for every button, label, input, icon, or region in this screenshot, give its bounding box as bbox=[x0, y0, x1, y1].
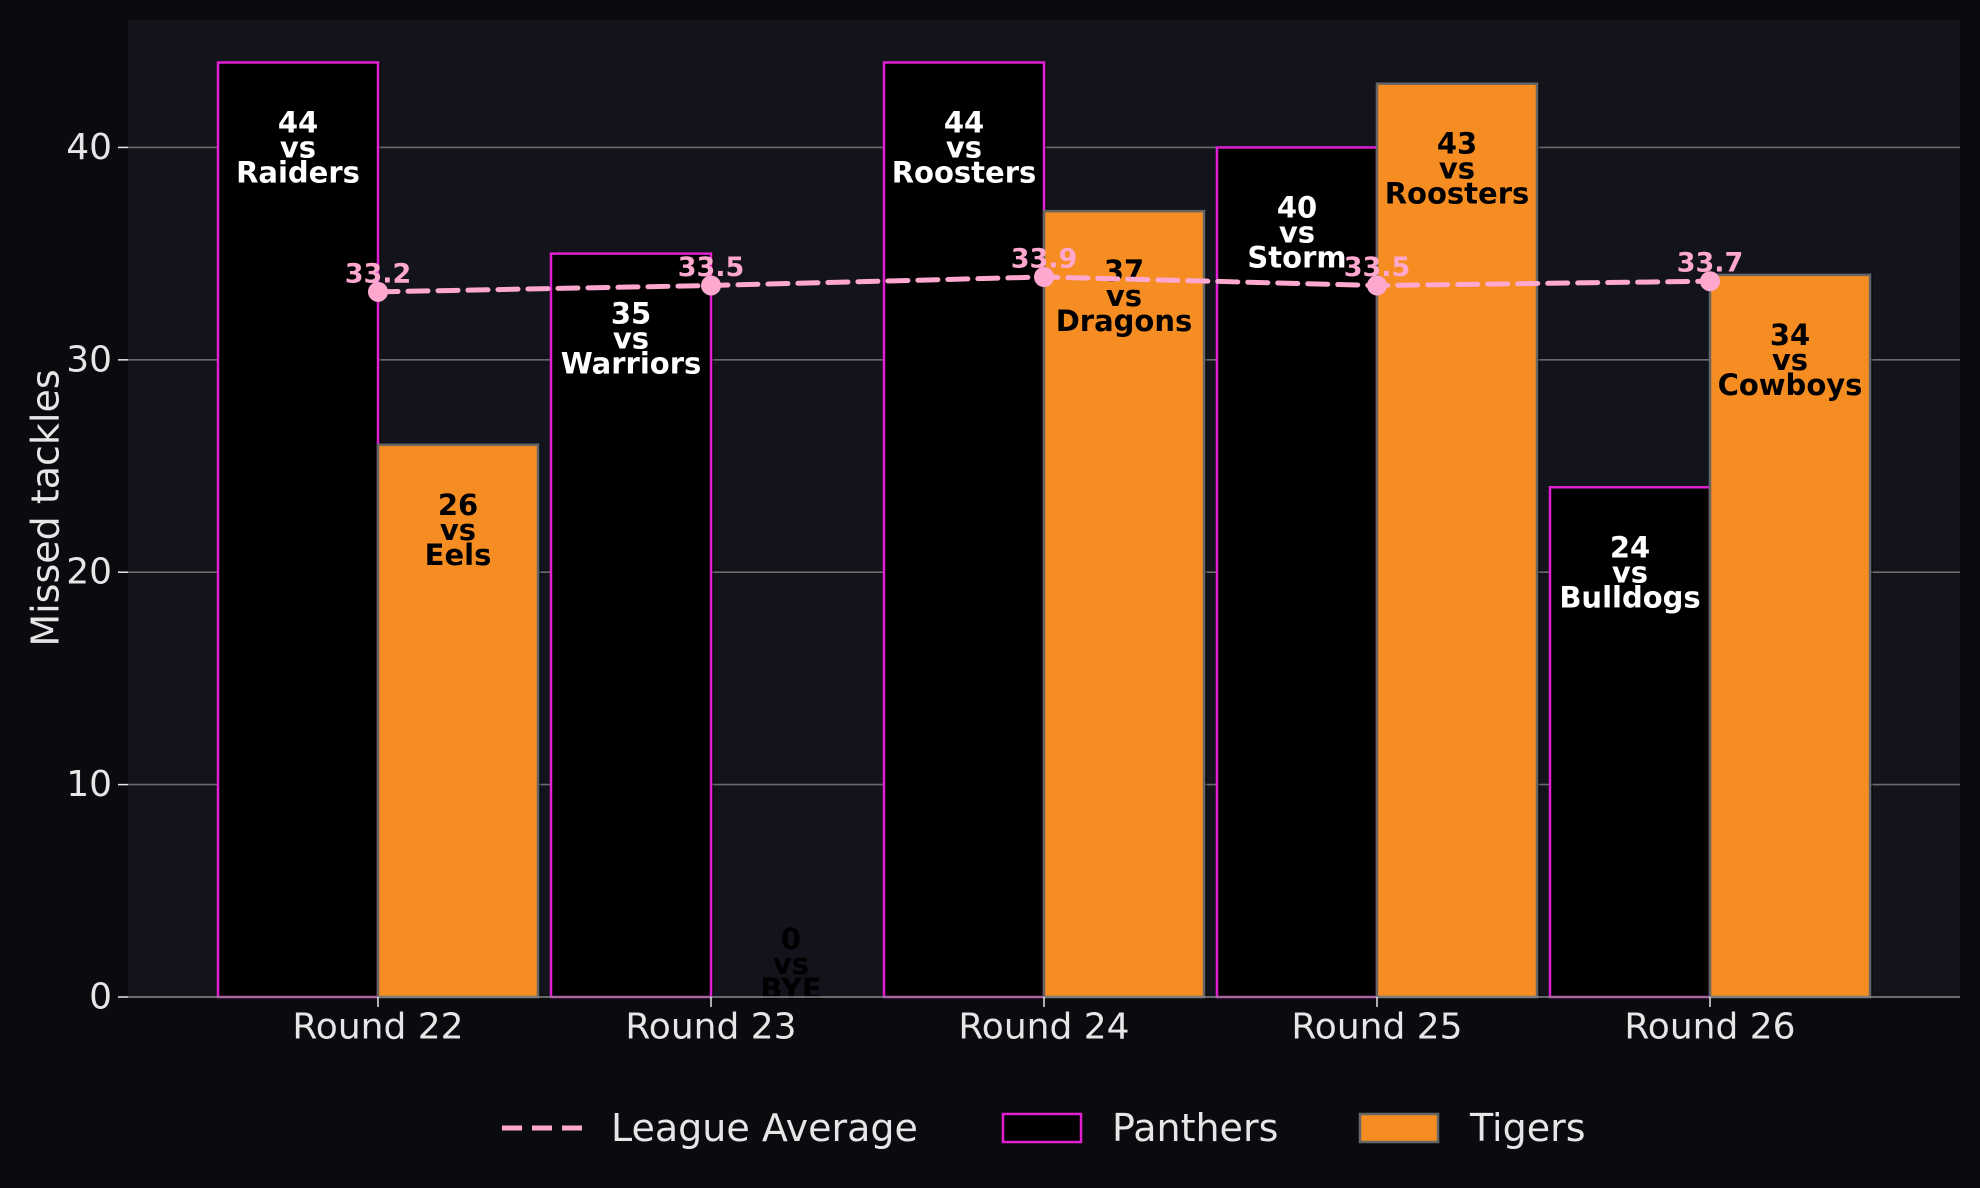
league-average-label: 33.5 bbox=[1344, 252, 1411, 283]
y-tick-label: 20 bbox=[66, 552, 112, 593]
y-tick-label: 10 bbox=[66, 764, 112, 805]
league-average-point bbox=[1700, 271, 1720, 292]
tigers-bar bbox=[1042, 209, 1206, 999]
tigers-bar-label: Dragons bbox=[1056, 304, 1193, 338]
league-average-point bbox=[1034, 266, 1054, 287]
x-tick-label: Round 23 bbox=[625, 1007, 796, 1048]
y-tick-label: 0 bbox=[89, 977, 112, 1018]
tigers-bar-label: Roosters bbox=[1385, 177, 1530, 211]
bars bbox=[216, 61, 1873, 999]
league-average-label: 33.7 bbox=[1677, 248, 1744, 279]
tigers-bar-label: 26 bbox=[438, 488, 478, 522]
panthers-bar-label: Storm bbox=[1247, 240, 1346, 274]
y-tick-label: 30 bbox=[66, 339, 112, 380]
panthers-bar bbox=[1548, 486, 1712, 999]
league-average-point bbox=[368, 281, 388, 302]
x-tick-label: Round 26 bbox=[1624, 1007, 1795, 1048]
panthers-bar-label: 44 bbox=[944, 105, 984, 139]
panthers-bar-label: vs bbox=[1279, 215, 1315, 249]
tigers-bar bbox=[1375, 82, 1539, 999]
legend-tigers-swatch bbox=[1358, 1112, 1440, 1144]
axes: 0 10 20 30 40 Round 22 Round 23 Round 24 Round 2… bbox=[66, 127, 1960, 1048]
legend-panthers-label: Panthers bbox=[1112, 1106, 1278, 1150]
legend: League Average Panthers Tigers bbox=[502, 1106, 1586, 1150]
league-average-point bbox=[701, 275, 721, 296]
tigers-bar-label: vs bbox=[1439, 152, 1475, 186]
x-tick-label: Round 22 bbox=[292, 1007, 463, 1048]
tigers-bar-label: vs bbox=[773, 947, 809, 981]
panthers-bar-label: vs bbox=[613, 322, 649, 356]
panthers-bar-label: Roosters bbox=[892, 155, 1037, 189]
panthers-bar-label: 44 bbox=[278, 105, 318, 139]
panthers-bar bbox=[216, 61, 380, 999]
panthers-bar-label: Raiders bbox=[236, 155, 360, 189]
panthers-bar-label: vs bbox=[280, 130, 316, 164]
tigers-bar-label: 0 bbox=[781, 922, 801, 956]
tigers-bar-label: Eels bbox=[425, 538, 492, 572]
tigers-bar-label: 34 bbox=[1770, 318, 1810, 352]
tigers-bar-label: 37 bbox=[1104, 254, 1144, 288]
tigers-bar-label: 43 bbox=[1437, 127, 1477, 161]
x-tick-label: Round 24 bbox=[958, 1007, 1129, 1048]
tigers-bar bbox=[1708, 273, 1872, 999]
panthers-bar-label: 24 bbox=[1610, 530, 1650, 564]
league-average-point bbox=[1367, 275, 1387, 296]
tigers-bar-label: vs bbox=[1106, 279, 1142, 313]
legend-tigers-label: Tigers bbox=[1469, 1106, 1586, 1150]
y-axis-label: Missed tackles bbox=[24, 369, 68, 646]
tigers-bar-label: vs bbox=[440, 513, 476, 547]
tigers-bar-label: BYE bbox=[760, 972, 821, 1006]
bar-labels: 44vsRaiders26vsEels35vsWarriors0vsBYE44v… bbox=[236, 105, 1862, 1006]
panthers-bar bbox=[1215, 146, 1379, 999]
league-average-label: 33.2 bbox=[345, 258, 412, 289]
league-average-label: 33.5 bbox=[678, 252, 745, 283]
legend-league-average-label: League Average bbox=[611, 1106, 918, 1150]
league-average-label: 33.9 bbox=[1011, 243, 1078, 274]
panthers-bar-label: vs bbox=[946, 130, 982, 164]
y-tick-label: 40 bbox=[66, 127, 112, 168]
panthers-bar-label: vs bbox=[1612, 555, 1648, 589]
panthers-bar-label: 35 bbox=[611, 297, 651, 331]
tigers-bar-label: Cowboys bbox=[1718, 368, 1863, 402]
tigers-bar-label: vs bbox=[1772, 343, 1808, 377]
panthers-bar bbox=[549, 252, 713, 999]
panthers-bar-label: Bulldogs bbox=[1559, 580, 1700, 614]
x-tick-label: Round 25 bbox=[1291, 1007, 1462, 1048]
panthers-bar-label: 40 bbox=[1277, 190, 1317, 224]
legend-panthers-swatch bbox=[1001, 1112, 1083, 1144]
panthers-bar-label: Warriors bbox=[561, 347, 702, 381]
panthers-bar bbox=[882, 61, 1046, 999]
league-average-line: 33.2 33.5 33.9 33.5 33.7 bbox=[345, 243, 1744, 302]
